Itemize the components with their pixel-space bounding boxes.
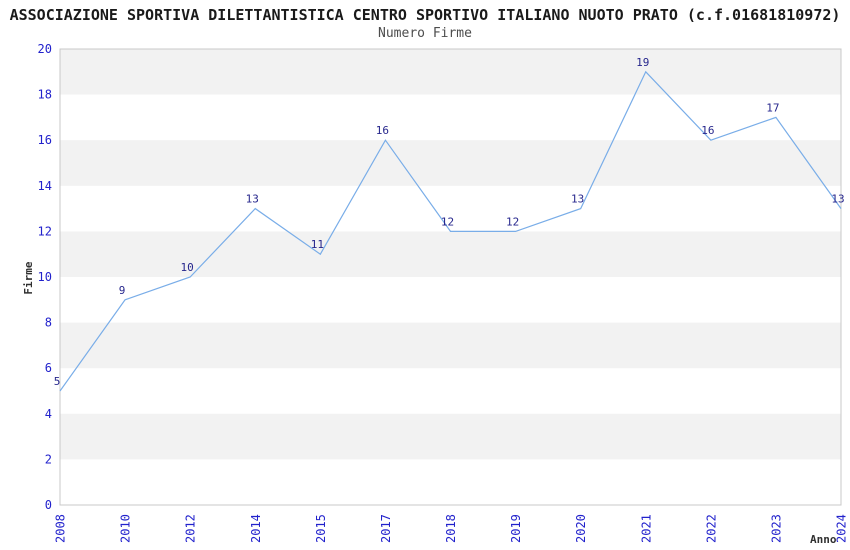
data-point-label: 10 <box>181 261 194 274</box>
x-tick-label: 2017 <box>379 514 393 543</box>
x-tick-label: 2010 <box>119 514 133 543</box>
x-tick-label: 2015 <box>314 514 328 543</box>
y-tick-label: 2 <box>45 452 52 466</box>
chart-subtitle: Numero Firme <box>378 26 472 41</box>
grid-band <box>60 322 841 369</box>
data-point-label: 12 <box>506 215 519 228</box>
data-point-label: 13 <box>831 193 844 206</box>
data-point-label: 5 <box>54 375 61 388</box>
data-point-label: 13 <box>246 193 259 206</box>
x-tick-label: 2018 <box>444 514 458 543</box>
x-axis-title: Anno <box>810 533 837 546</box>
chart-title: ASSOCIAZIONE SPORTIVA DILETTANTISTICA CE… <box>9 6 841 24</box>
grid-band <box>60 231 841 277</box>
y-tick-label: 10 <box>38 270 52 284</box>
data-point-label: 9 <box>119 284 126 297</box>
y-tick-label: 16 <box>38 133 52 147</box>
data-series-line <box>59 70 842 392</box>
y-tick-label: 0 <box>45 498 52 512</box>
x-tick-label: 2024 <box>835 514 849 543</box>
y-tick-label: 18 <box>38 88 52 102</box>
data-point-label: 16 <box>701 124 714 137</box>
data-point-label: 13 <box>571 193 584 206</box>
y-tick-label: 8 <box>45 316 52 330</box>
data-point-label: 19 <box>636 56 649 69</box>
plot-border <box>59 48 842 506</box>
y-tick-label: 6 <box>45 361 52 375</box>
grid-band <box>60 140 841 186</box>
x-tick-label: 2019 <box>509 514 523 543</box>
grid-band <box>60 49 841 95</box>
x-tick-label: 2022 <box>704 514 718 543</box>
y-tick-label: 14 <box>38 179 52 193</box>
data-point-label: 12 <box>441 215 454 228</box>
x-tick-label: 2020 <box>574 514 588 543</box>
data-point-label: 17 <box>766 101 779 114</box>
x-tick-label: 2023 <box>769 514 783 543</box>
data-point-label: 16 <box>376 124 389 137</box>
x-tick-label: 2012 <box>184 514 198 543</box>
x-tick-label: 2014 <box>249 514 263 543</box>
x-tick-label: 2021 <box>639 514 653 543</box>
y-tick-label: 12 <box>38 224 52 238</box>
y-tick-label: 20 <box>38 42 52 56</box>
y-tick-label: 4 <box>45 407 52 421</box>
y-axis-title: Firme <box>22 261 35 294</box>
data-point-label: 11 <box>311 238 324 251</box>
x-tick-label: 2008 <box>54 514 68 543</box>
grid-band <box>60 413 841 460</box>
